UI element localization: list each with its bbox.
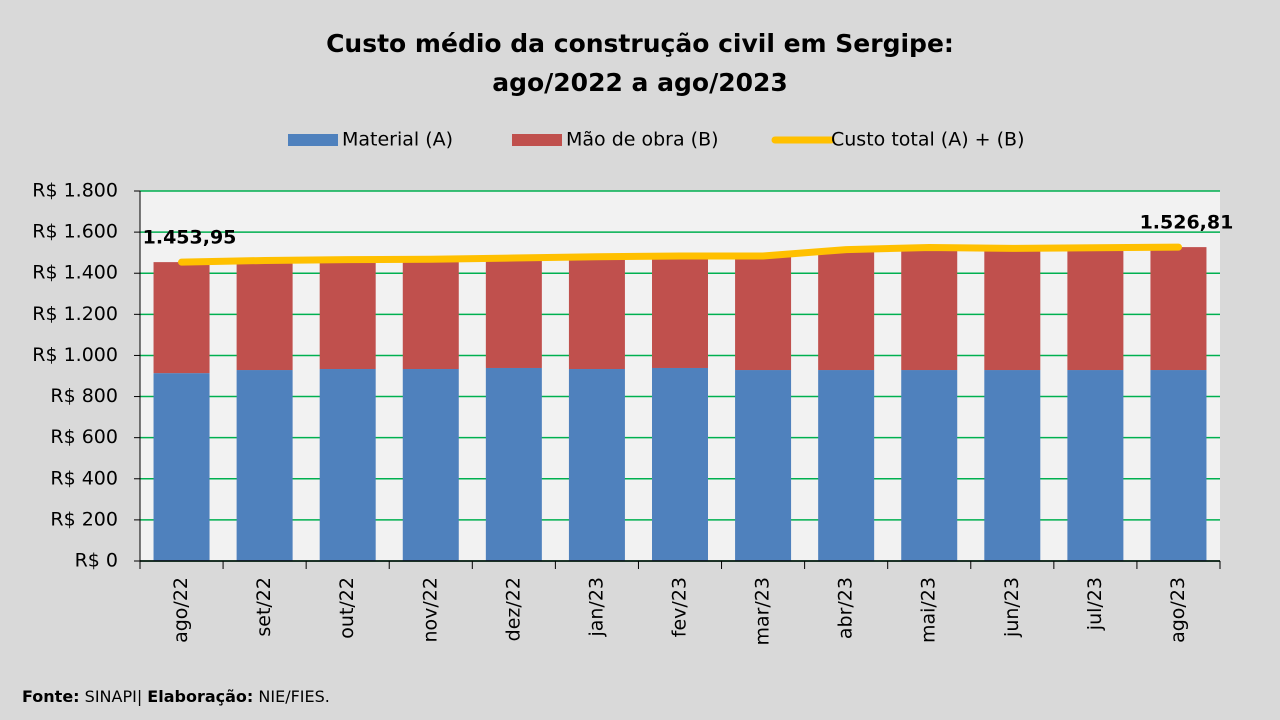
bar-segment (236, 260, 293, 371)
x-tick-label: dez/22 (502, 577, 524, 641)
bar-segment (236, 370, 293, 561)
bar-segment (1150, 247, 1207, 371)
x-tick-label: ago/22 (170, 577, 192, 643)
bar-segment (568, 256, 625, 370)
bar-segment (485, 367, 542, 561)
x-tick-label: out/22 (336, 577, 358, 639)
bar-segment (984, 248, 1041, 371)
y-tick-label: R$ 1.000 (32, 344, 118, 366)
footer-text: NIE/FIES. (258, 687, 329, 706)
chart-title: Custo médio da construção civil em Sergi… (326, 29, 954, 58)
y-tick-label: R$ 600 (50, 426, 118, 448)
chart-title: ago/2022 a ago/2023 (492, 68, 788, 97)
bar-segment (652, 367, 708, 561)
legend-swatch (288, 134, 338, 146)
footer-text: SINAPI| (85, 687, 143, 706)
x-tick-label: fev/23 (669, 577, 691, 637)
y-tick-label: R$ 1.200 (32, 303, 118, 325)
y-tick-label: R$ 200 (50, 508, 118, 530)
x-tick-label: nov/22 (419, 577, 441, 643)
bar-segment (984, 370, 1041, 561)
bar-segment (1067, 370, 1124, 561)
legend-label: Mão de obra (B) (566, 129, 719, 151)
bar-segment (901, 247, 958, 371)
bar-segment (652, 255, 708, 368)
x-tick-label: mai/23 (918, 577, 940, 643)
bar-segment (485, 258, 542, 368)
x-tick-label: abr/23 (835, 577, 857, 639)
y-tick-label: R$ 1.600 (32, 221, 118, 243)
footer-label: Fonte: (22, 687, 80, 706)
legend-label: Material (A) (342, 129, 453, 151)
y-tick-label: R$ 0 (75, 550, 118, 572)
bar-segment (818, 249, 875, 371)
y-tick-label: R$ 1.800 (32, 180, 118, 202)
bar-segment (319, 259, 376, 370)
x-tick-label: ago/23 (1167, 577, 1189, 643)
bar-segment (568, 369, 625, 561)
bar-segment (153, 262, 210, 374)
bar-segment (319, 369, 376, 561)
legend-label: Custo total (A) + (B) (831, 129, 1025, 151)
bar-segment (818, 370, 875, 561)
footer-label: Elaboração: (147, 687, 253, 706)
bar-segment (402, 369, 459, 561)
bar-segment (901, 370, 958, 561)
bar-segment (1150, 370, 1207, 561)
x-tick-label: jul/23 (1084, 577, 1106, 631)
footer: Fonte: SINAPI| Elaboração: NIE/FIES. (22, 687, 330, 706)
data-label: 1.526,81 (1140, 212, 1234, 234)
y-tick-label: R$ 400 (50, 467, 118, 489)
legend-swatch (512, 134, 562, 146)
bar-segment (1067, 247, 1124, 371)
y-tick-label: R$ 800 (50, 385, 118, 407)
bar-segment (735, 255, 792, 371)
total-line (178, 243, 1182, 266)
bar-segment (153, 373, 210, 561)
bar-segment (402, 259, 459, 370)
x-tick-label: mar/23 (752, 577, 774, 646)
x-tick-label: set/22 (253, 577, 275, 637)
data-label: 1.453,95 (143, 227, 237, 249)
x-tick-label: jun/23 (1001, 577, 1023, 638)
bar-segment (735, 370, 792, 561)
y-tick-label: R$ 1.400 (32, 262, 118, 284)
x-tick-label: jan/23 (585, 577, 607, 638)
